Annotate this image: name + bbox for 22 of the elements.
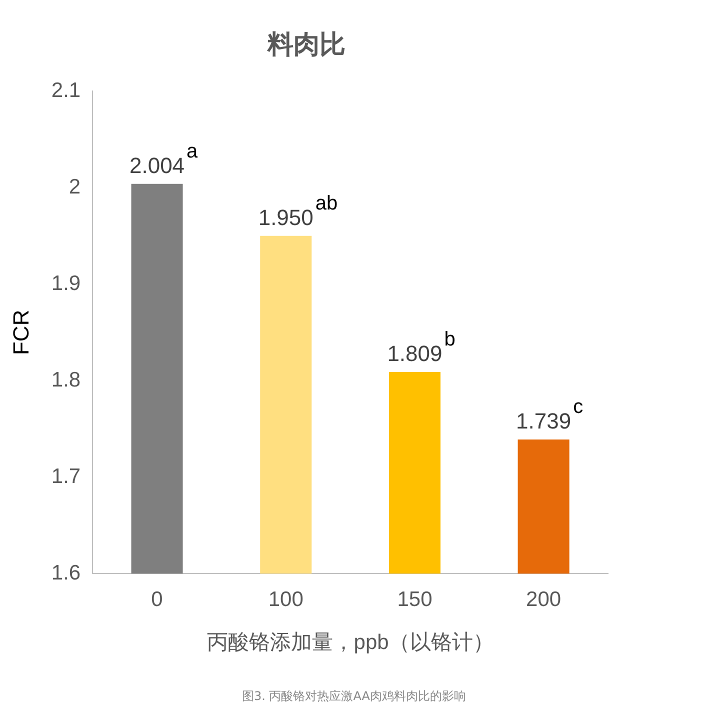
caption: 图3. 丙酸铬对热应激AA肉鸡料肉比的影响 [240, 688, 467, 705]
data-label: 2.004 [129, 152, 185, 178]
x-tick-label: 100 [268, 588, 304, 611]
y-tick-label: 1.8 [51, 368, 81, 392]
chart-title: 料肉比 [266, 28, 346, 59]
annotation: ab [315, 192, 338, 214]
y-tick-label: 2 [68, 175, 81, 198]
x-tick-label: 0 [151, 588, 163, 611]
y-tick-label: 1.6 [51, 561, 81, 584]
y-tick-label: 1.7 [51, 464, 81, 488]
data-label: 1.739 [516, 408, 572, 434]
annotation: b [444, 328, 456, 350]
y-tick-label: 1.9 [51, 272, 81, 295]
annotation: a [186, 140, 199, 162]
x-axis-title: 丙酸铬添加量，ppb（以铬计） [206, 631, 494, 654]
x-tick-label: 200 [526, 588, 562, 611]
annotation: c [573, 396, 584, 418]
y-tick-label: 2.1 [51, 78, 81, 102]
data-label: 1.809 [387, 341, 442, 366]
y-axis-title: FCR [8, 310, 34, 356]
x-tick-label: 150 [397, 588, 432, 611]
data-label: 1.950 [258, 204, 314, 230]
